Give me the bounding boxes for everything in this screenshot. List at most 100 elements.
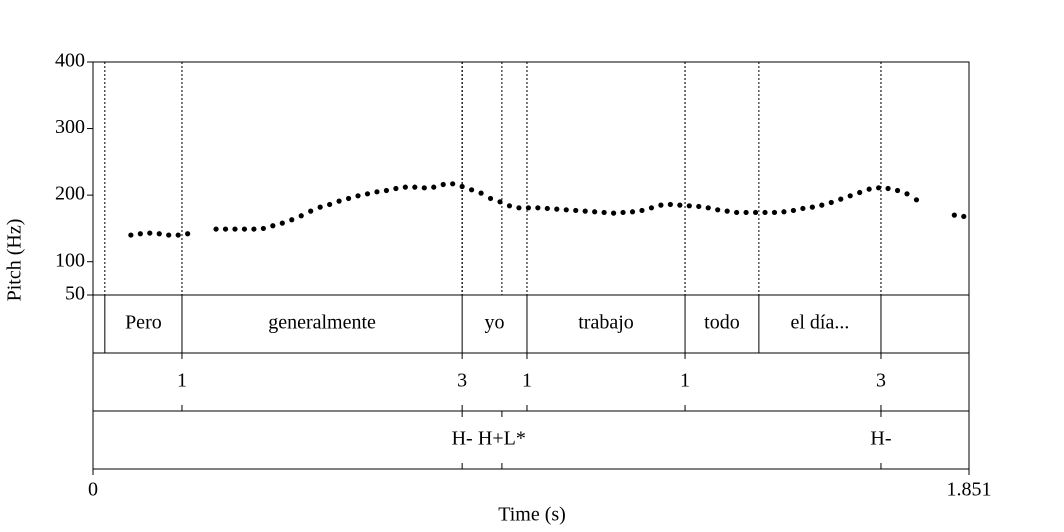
plot-frame: [92, 61, 970, 470]
pitch-point: [961, 213, 967, 220]
pitch-point: [885, 185, 891, 192]
pitch-point: [213, 226, 219, 232]
pitch-point: [762, 209, 768, 216]
break-label: 1: [177, 370, 187, 392]
pitch-point: [279, 220, 285, 226]
word-label: todo: [704, 312, 740, 334]
pitch-point: [610, 210, 617, 216]
pitch-point: [232, 226, 238, 232]
pitch-point: [185, 231, 191, 237]
pitch-point: [828, 199, 834, 206]
word-label: Pero: [125, 312, 162, 334]
pitch-point: [696, 203, 702, 210]
pitch-point: [241, 226, 248, 232]
pitch-point: [809, 204, 815, 210]
pitch-point: [876, 185, 882, 191]
pitch-point: [364, 191, 371, 197]
pitch-point: [535, 205, 541, 211]
word-label: trabajo: [578, 312, 634, 334]
y-tick-label: 400: [55, 50, 85, 72]
tone-label: H-: [870, 428, 891, 450]
y-tick-label: 300: [55, 116, 85, 138]
y-tick-label: 200: [55, 183, 85, 205]
pitch-point: [336, 198, 342, 204]
pitch-point: [677, 202, 683, 208]
pitch-point: [573, 207, 579, 214]
pitch-point: [421, 185, 427, 191]
pitch-point: [667, 201, 673, 208]
x-axis-label: Time (s): [498, 504, 566, 526]
pitch-point: [497, 199, 503, 205]
pitch-point: [487, 195, 494, 202]
word-label: generalmente: [268, 312, 376, 334]
pitch-point: [156, 231, 162, 237]
pitch-point: [298, 213, 304, 219]
pitch-point: [866, 186, 872, 192]
pitch-point: [724, 208, 730, 214]
pitch-point: [734, 209, 740, 216]
pitch-point: [790, 207, 797, 214]
x-tick-label: 1.851: [947, 479, 992, 501]
break-label: 1: [522, 370, 532, 392]
pitch-point: [705, 205, 711, 211]
pitch-point: [137, 231, 143, 237]
pitch-point: [431, 184, 437, 190]
pitch-point: [838, 196, 844, 202]
word-label: yo: [485, 312, 505, 334]
break-label: 3: [876, 370, 886, 392]
y-tick-label: 100: [55, 249, 85, 271]
word-label: el día...: [790, 312, 849, 334]
pitch-point: [402, 184, 408, 190]
pitch-point: [544, 205, 550, 212]
pitch-point: [894, 187, 901, 194]
pitch-point: [639, 207, 645, 214]
pitch-point: [686, 203, 692, 209]
break-label: 1: [680, 370, 690, 392]
pitch-point: [904, 191, 910, 197]
pitch-point: [251, 226, 257, 232]
pitch-point: [327, 201, 333, 208]
pitch-point: [913, 197, 920, 203]
pitch-point: [478, 190, 484, 196]
pitch-point: [222, 226, 229, 232]
pitch-point: [450, 181, 456, 187]
pitch-point: [525, 205, 531, 211]
pitch-point: [166, 232, 172, 238]
tone-label: H+L*: [478, 428, 526, 450]
pitch-point: [459, 183, 465, 190]
pitch-point: [175, 232, 181, 238]
tone-label: H-: [452, 428, 473, 450]
pitch-point: [620, 209, 626, 216]
pitch-point: [308, 208, 314, 214]
break-label: 3: [457, 370, 467, 392]
pitch-point: [781, 209, 787, 215]
y-axis-label: Pitch (Hz): [4, 219, 26, 302]
pitch-point: [800, 205, 806, 212]
pitch-point: [270, 223, 276, 229]
pitch-point: [951, 212, 957, 218]
pitch-point: [469, 187, 475, 193]
pitch-point: [374, 189, 380, 195]
pitch-point: [771, 209, 778, 216]
pitch-point: [629, 209, 636, 215]
pitch-point: [128, 232, 134, 238]
pitch-point: [393, 185, 399, 192]
pitch-point: [857, 189, 863, 196]
pitch-point: [260, 225, 266, 232]
pitch-point: [289, 217, 295, 223]
y-tick-label: 50: [65, 283, 85, 305]
pitch-point: [554, 206, 560, 212]
pitch-point: [383, 187, 390, 194]
pitch-point: [317, 204, 323, 210]
pitch-point: [516, 205, 522, 211]
x-tick-label: 0: [88, 479, 98, 501]
pitch-point: [601, 209, 607, 216]
pitch-point: [592, 209, 598, 215]
pitch-point: [345, 195, 352, 202]
pitch-point: [658, 202, 664, 208]
pitch-point: [743, 209, 749, 216]
pitch-point: [648, 205, 655, 211]
pitch-point: [847, 193, 853, 199]
pitch-point: [715, 207, 721, 213]
